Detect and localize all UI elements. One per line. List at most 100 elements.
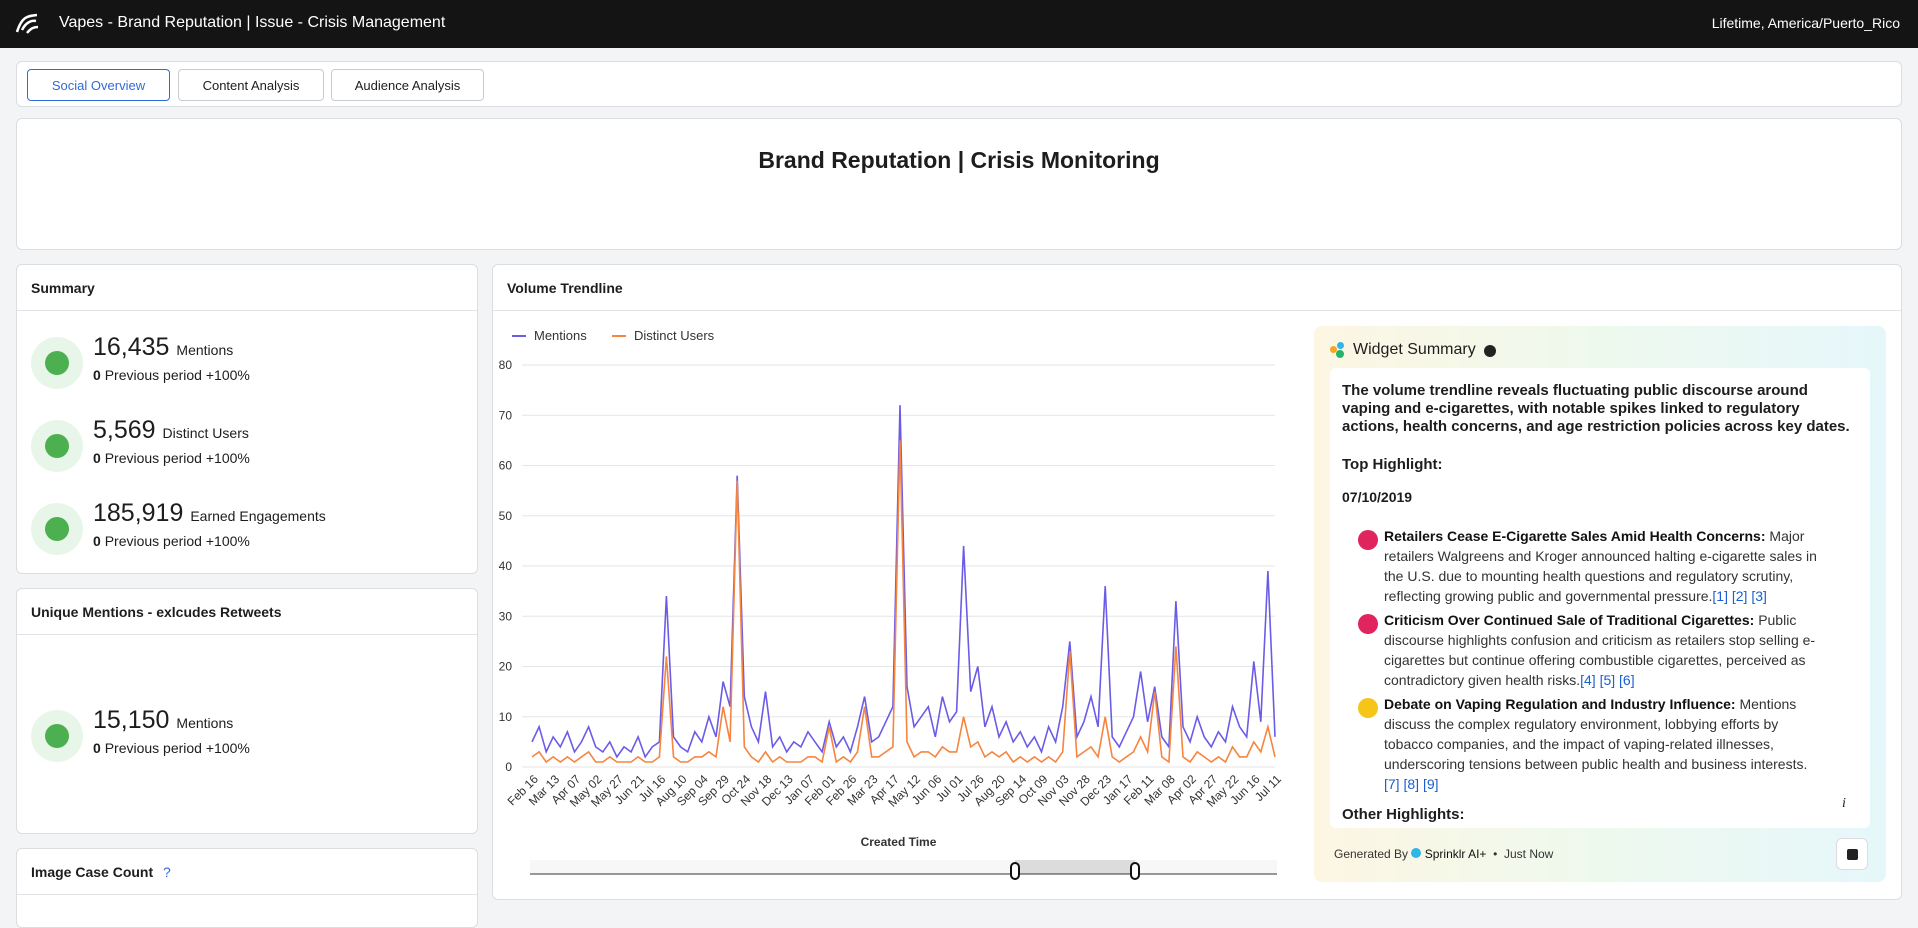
- reference[interactable]: [1]: [1712, 588, 1728, 604]
- reference[interactable]: [6]: [1619, 672, 1635, 688]
- previous: 0: [93, 740, 101, 756]
- brand: Sprinklr AI+: [1424, 847, 1487, 861]
- dashboard-title: Brand Reputation | Crisis Monitoring: [758, 147, 1160, 173]
- y-tick-label: 30: [499, 609, 513, 623]
- info-icon[interactable]: [1484, 345, 1496, 357]
- metric-value: 185,919: [93, 499, 184, 527]
- reference[interactable]: [8]: [1403, 776, 1420, 792]
- previous: 0: [93, 450, 101, 466]
- sentiment-icon: [1358, 530, 1378, 550]
- highlight: Debate on Vaping Regulation and Industry…: [1340, 694, 1820, 794]
- metric-label: Mentions: [176, 342, 234, 358]
- other-label: Other Highlights:: [1342, 806, 1465, 823]
- card-title: Volume Trendline: [493, 265, 1901, 311]
- summary-body: The volume trendline reveals fluctuating…: [1330, 368, 1870, 828]
- y-tick-label: 40: [499, 559, 513, 573]
- metric-value: 5,569: [93, 416, 156, 444]
- generated-by: Generated By: [1334, 847, 1409, 861]
- slider-handle: [1010, 862, 1020, 880]
- card-title: Image Case Count: [31, 864, 154, 880]
- metric-line: 16,435 Mentions: [93, 333, 233, 362]
- highlight: Retailers Cease E-Cigarette Sales Amid H…: [1340, 526, 1820, 606]
- legend-label: Mentions: [534, 328, 587, 343]
- highlight: Criticism Over Continued Sale of Traditi…: [1340, 610, 1820, 690]
- timezone[interactable]: Lifetime, America/Puerto_Rico: [1711, 15, 1900, 31]
- reference[interactable]: [9]: [1422, 776, 1439, 792]
- highlight-text: Public discourse highlights confusion an…: [1384, 612, 1816, 688]
- metric-line: 185,919 Earned Engagements: [93, 499, 326, 528]
- highlight-title: Retailers Cease E-Cigarette Sales Amid H…: [1384, 528, 1766, 544]
- y-tick-label: 0: [505, 760, 512, 774]
- help[interactable]: ?: [163, 864, 171, 880]
- metric-value: 15,150: [93, 706, 170, 734]
- y-tick-label: 50: [499, 509, 513, 523]
- change: +100%: [205, 367, 250, 383]
- time: Just Now: [1503, 847, 1554, 861]
- footer: Generated By Sprinklr AI+ • Just Now: [1334, 847, 1554, 861]
- summary-card: Summary 16,435 Mentions 0 Previous period…: [16, 264, 478, 574]
- card-title: Summary: [17, 265, 477, 311]
- reference[interactable]: [4]: [1580, 672, 1596, 688]
- highlight-title: Criticism Over Continued Sale of Traditi…: [1384, 612, 1755, 628]
- metric-label: Earned Engagements: [190, 508, 326, 524]
- header-title: Vapes - Brand Reputation | Issue - Crisi…: [59, 14, 446, 31]
- slider-window: [1015, 860, 1135, 874]
- metric-line: 5,569 Distinct Users: [93, 416, 249, 445]
- previous-line: 0 Previous period +100%: [93, 450, 250, 466]
- tab[interactable]: Content Analysis: [178, 69, 324, 101]
- previous-line: 0 Previous period +100%: [93, 533, 250, 549]
- sentiment-icon: [1358, 614, 1378, 634]
- image-card: Image Case Count ?: [16, 848, 478, 928]
- ai-icon: [1330, 342, 1346, 358]
- copy-button[interactable]: [1836, 838, 1868, 870]
- previous: 0: [93, 367, 101, 383]
- date: 07/10/2019: [1342, 489, 1413, 505]
- x-axis-label: Created Time: [861, 835, 937, 849]
- highlight-text: Major retailers Walgreens and Kroger ann…: [1384, 528, 1817, 604]
- tab[interactable]: Social Overview: [27, 69, 170, 101]
- previous-label: Previous period: [104, 367, 202, 383]
- tab[interactable]: Audience Analysis: [331, 69, 484, 101]
- previous-label: Previous period: [104, 450, 202, 466]
- previous-label: Previous period: [104, 740, 202, 756]
- y-tick-label: 80: [499, 358, 513, 372]
- previous: 0: [93, 533, 101, 549]
- top-label: Top Highlight:: [1342, 456, 1443, 473]
- metric-label: Mentions: [176, 715, 234, 731]
- legend-label: Distinct Users: [634, 328, 715, 343]
- change: +100%: [205, 533, 250, 549]
- change: +100%: [205, 740, 250, 756]
- top-bar: Vapes - Brand Reputation | Issue - Crisi…: [0, 0, 1918, 48]
- highlight-text: Mentions discuss the complex regulatory …: [1384, 696, 1808, 772]
- unique-card: Unique Mentions - exlcudes Retweets 15,1…: [16, 588, 478, 834]
- line-series: [531, 440, 1276, 764]
- tab-bar: Social Overview Content Analysis Audienc…: [16, 61, 1902, 107]
- widget-summary: Widget Summary The volume trendline reve…: [1314, 326, 1886, 882]
- reference[interactable]: [2]: [1731, 588, 1748, 604]
- sentiment-icon: [1358, 698, 1378, 718]
- y-tick-label: 70: [499, 408, 513, 422]
- trend-icon: [31, 337, 83, 389]
- line-series: [531, 405, 1276, 759]
- reference[interactable]: [7]: [1384, 776, 1400, 792]
- highlight-title: Debate on Vaping Regulation and Industry…: [1384, 696, 1736, 712]
- trend-icon: [31, 503, 83, 555]
- title-card: Brand Reputation | Crisis Monitoring: [16, 118, 1902, 250]
- trend-icon: [31, 420, 83, 472]
- reference[interactable]: [5]: [1599, 672, 1616, 688]
- slider-handle: [1130, 862, 1140, 880]
- previous-line: 0 Previous period +100%: [93, 367, 250, 383]
- intro: The volume trendline reveals fluctuating…: [1342, 382, 1850, 435]
- widget-title: Widget Summary: [1353, 341, 1476, 358]
- y-tick-label: 10: [499, 710, 513, 724]
- change: +100%: [205, 450, 250, 466]
- metric-label: Distinct Users: [162, 425, 249, 441]
- reference[interactable]: [3]: [1751, 588, 1767, 604]
- slider-track: [530, 860, 1277, 874]
- y-tick-label: 20: [499, 660, 513, 674]
- logo: [15, 13, 39, 34]
- card-title: Unique Mentions - exlcudes Retweets: [17, 589, 477, 635]
- info-i[interactable]: i: [1842, 796, 1846, 811]
